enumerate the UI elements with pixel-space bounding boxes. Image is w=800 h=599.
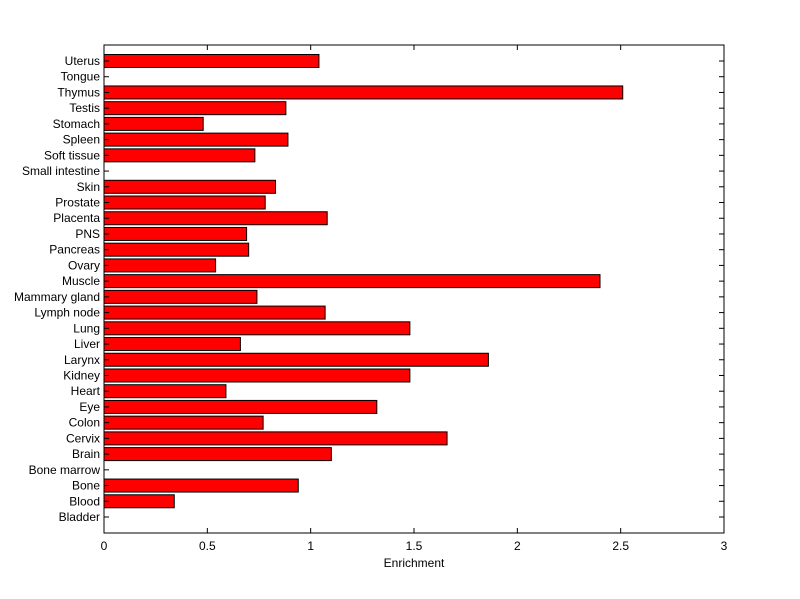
y-tick-label-skin: Skin: [77, 180, 100, 194]
x-tick-label-0: 0: [101, 539, 108, 553]
y-tick-label-placenta: Placenta: [53, 211, 100, 225]
bar-testis: [103, 101, 287, 116]
y-tick-label-bone-marrow: Bone marrow: [29, 463, 101, 477]
plot-frame: [103, 44, 725, 534]
bar-kidney: [103, 368, 411, 383]
y-tick-label-stomach: Stomach: [53, 117, 100, 131]
bar-bone: [103, 478, 299, 493]
x-tick-label-4: 2: [514, 539, 521, 553]
y-tick-label-testis: Testis: [69, 101, 100, 115]
bar-heart: [103, 384, 227, 399]
bar-mammary-gland: [103, 289, 258, 304]
y-tick-label-liver: Liver: [74, 337, 100, 351]
bar-skin: [103, 179, 277, 194]
bar-placenta: [103, 211, 328, 226]
x-tick-label-5: 2.5: [612, 539, 629, 553]
bar-liver: [103, 337, 241, 352]
y-tick-label-uterus: Uterus: [65, 54, 100, 68]
x-tick-label-3: 1.5: [406, 539, 423, 553]
bar-prostate: [103, 195, 266, 210]
bar-pancreas: [103, 242, 250, 257]
y-tick-label-lung: Lung: [73, 321, 100, 335]
bar-spleen: [103, 132, 289, 147]
y-tick-label-lymph-node: Lymph node: [34, 306, 100, 320]
y-tick-label-spleen: Spleen: [63, 133, 100, 147]
y-tick-label-eye: Eye: [79, 400, 100, 414]
y-tick-label-cervix: Cervix: [66, 431, 100, 445]
y-tick-label-ovary: Ovary: [68, 258, 100, 272]
y-tick-label-brain: Brain: [72, 447, 100, 461]
bar-larynx: [103, 352, 489, 367]
bar-soft-tissue: [103, 148, 256, 163]
y-tick-label-bone: Bone: [72, 479, 100, 493]
bar-brain: [103, 447, 332, 462]
y-tick-label-blood: Blood: [69, 494, 100, 508]
x-tick-label-2: 1: [307, 539, 314, 553]
y-tick-label-mammary-gland: Mammary gland: [14, 290, 100, 304]
y-tick-label-kidney: Kidney: [63, 368, 100, 382]
y-tick-label-larynx: Larynx: [64, 353, 100, 367]
x-axis-ticks: 0 0.5 1 1.5 2 2.5 3: [101, 45, 728, 553]
y-tick-label-heart: Heart: [71, 384, 101, 398]
x-tick-label-1: 0.5: [199, 539, 216, 553]
y-tick-label-soft-tissue: Soft tissue: [44, 148, 100, 162]
bar-blood: [103, 494, 175, 509]
y-tick-label-small-intestine: Small intestine: [22, 164, 100, 178]
y-tick-label-colon: Colon: [69, 416, 100, 430]
bar-thymus: [103, 85, 624, 100]
y-tick-label-pancreas: Pancreas: [49, 243, 100, 257]
y-tick-label-bladder: Bladder: [59, 510, 100, 524]
bar-eye: [103, 399, 378, 414]
bar-stomach: [103, 116, 204, 131]
x-axis-label: Enrichment: [384, 556, 445, 570]
x-tick-label-6: 3: [721, 539, 728, 553]
bar-pns: [103, 226, 248, 241]
bar-lung: [103, 321, 411, 336]
bar-uterus: [103, 54, 320, 68]
bar-colon: [103, 415, 264, 430]
bar-ovary: [103, 258, 217, 273]
y-tick-label-thymus: Thymus: [57, 85, 100, 99]
bar-muscle: [103, 274, 601, 289]
bar-cervix: [103, 431, 448, 446]
y-tick-label-muscle: Muscle: [62, 274, 100, 288]
y-tick-label-prostate: Prostate: [55, 196, 100, 210]
y-tick-label-tongue: Tongue: [61, 70, 101, 84]
y-tick-label-pns: PNS: [75, 227, 100, 241]
bar-lymph-node: [103, 305, 326, 320]
